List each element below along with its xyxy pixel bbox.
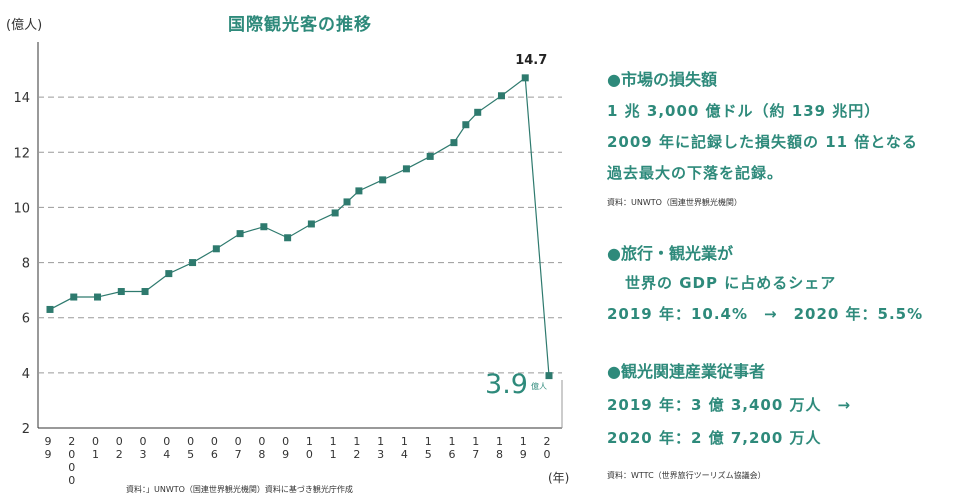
peak-value-label: 14.7 xyxy=(515,53,547,68)
chart-title: 国際観光客の推移 xyxy=(228,15,372,35)
data-point-marker xyxy=(331,209,339,217)
y-tick-label: 4 xyxy=(22,367,30,382)
data-point-marker xyxy=(165,270,173,278)
employment-heading: ●観光関連産業従事者 xyxy=(607,362,765,381)
data-point-marker xyxy=(474,108,482,116)
data-point-marker xyxy=(141,288,149,296)
data-point-marker xyxy=(46,305,54,313)
data-point-marker xyxy=(189,259,197,267)
y-tick-label: 12 xyxy=(13,146,30,161)
market-loss-source: 資料：UNWTO（国連世界観光機関） xyxy=(607,198,742,207)
market-loss-section: ●市場の損失額 1 兆 3,000 億ドル（約 139 兆円） 2009 年に記… xyxy=(607,66,918,208)
gdp-share-line-1: 世界の GDP に占めるシェア xyxy=(625,274,837,292)
y-tick-label: 14 xyxy=(13,91,30,106)
x-axis-unit-label: (年) xyxy=(548,471,569,485)
gdp-share-line-2: 2019 年：10.4% → 2020 年：5.5% xyxy=(607,305,924,323)
data-point-marker xyxy=(521,74,529,82)
gdp-share-section: ●旅行・観光業が 世界の GDP に占めるシェア 2019 年：10.4% → … xyxy=(607,240,923,324)
data-point-marker xyxy=(117,288,125,296)
employment-line-1: 2019 年：3 億 3,400 万人 → xyxy=(607,396,852,414)
data-point-marker xyxy=(497,92,505,100)
y-tick-label: 2 xyxy=(22,422,30,437)
gdp-share-heading: ●旅行・観光業が xyxy=(607,244,733,263)
data-point-marker xyxy=(94,293,102,301)
y-tick-label: 8 xyxy=(22,257,30,272)
data-point-marker xyxy=(545,372,553,380)
data-point-marker xyxy=(402,165,410,173)
data-point-marker xyxy=(236,230,244,238)
drop-value-label: 3.9 xyxy=(485,369,528,400)
market-loss-line-2: 2009 年に記録した損失額の 11 倍となる xyxy=(607,133,918,151)
market-loss-heading: ●市場の損失額 xyxy=(607,70,717,89)
data-point-marker xyxy=(212,245,220,253)
y-axis-unit-label: (億人) xyxy=(6,18,43,33)
drop-value-unit: 億人 xyxy=(531,381,547,391)
data-point-marker xyxy=(343,198,351,206)
employment-section: ●観光関連産業従事者 2019 年：3 億 3,400 万人 → 2020 年：… xyxy=(607,358,851,481)
y-tick-label: 10 xyxy=(13,201,30,216)
data-point-marker xyxy=(379,176,387,184)
data-point-marker xyxy=(462,121,470,129)
data-point-marker xyxy=(450,139,458,147)
data-point-marker xyxy=(260,223,268,231)
data-point-marker xyxy=(284,234,292,242)
data-point-marker xyxy=(307,220,315,228)
y-tick-label: 6 xyxy=(22,312,30,327)
chart-source-note: 資料：」UNWTO（国連世界観光機関）資料に基づき観光庁作成 xyxy=(126,485,353,494)
data-point-marker xyxy=(355,187,363,195)
market-loss-line-3: 過去最大の下落を記録。 xyxy=(607,164,784,182)
employment-source: 資料：WTTC（世界旅行ツーリズム協議会） xyxy=(607,471,766,480)
employment-line-2: 2020 年：2 億 7,200 万人 xyxy=(607,429,822,447)
series-line xyxy=(49,76,550,376)
line-chart: 2 4 6 8 10 12 14 9 9 2 0 0 0 0 1 0 2 0 3 0 4 0 5 0 6 0 7 0 8 0 9 1 0 1 1 1 2… xyxy=(13,42,569,487)
data-point-marker xyxy=(426,152,434,160)
data-point-marker xyxy=(70,293,78,301)
market-loss-line-1: 1 兆 3,000 億ドル（約 139 兆円） xyxy=(607,102,881,120)
